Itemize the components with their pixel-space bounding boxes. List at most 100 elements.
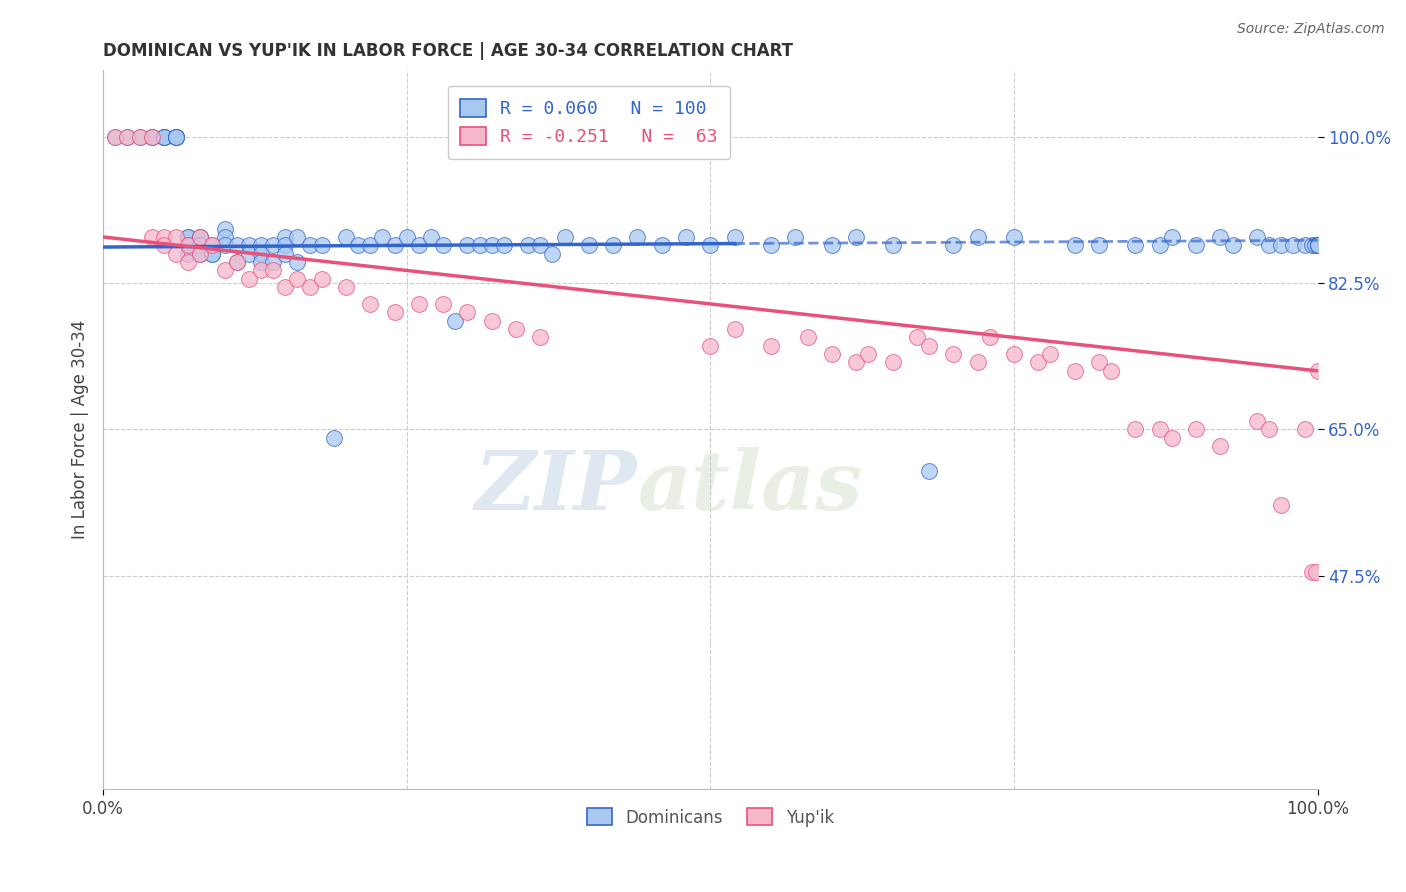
Point xyxy=(128,129,150,144)
Point xyxy=(699,339,721,353)
Point xyxy=(1002,347,1025,361)
Point xyxy=(759,238,782,252)
Point xyxy=(274,246,297,260)
Point xyxy=(141,129,163,144)
Text: Source: ZipAtlas.com: Source: ZipAtlas.com xyxy=(1237,22,1385,37)
Point xyxy=(165,129,187,144)
Point xyxy=(1306,238,1329,252)
Point xyxy=(262,238,284,252)
Point xyxy=(347,238,370,252)
Point xyxy=(1039,347,1062,361)
Point xyxy=(905,330,928,344)
Point xyxy=(1294,422,1316,436)
Point xyxy=(420,230,443,244)
Point xyxy=(201,246,224,260)
Point xyxy=(505,322,527,336)
Point xyxy=(201,238,224,252)
Point xyxy=(177,238,200,252)
Point xyxy=(188,246,211,260)
Point xyxy=(177,255,200,269)
Point xyxy=(1306,238,1329,252)
Point xyxy=(201,246,224,260)
Point xyxy=(250,255,273,269)
Point xyxy=(274,238,297,252)
Point xyxy=(1160,230,1182,244)
Point xyxy=(966,230,988,244)
Point xyxy=(188,230,211,244)
Point xyxy=(322,431,344,445)
Point xyxy=(1246,414,1268,428)
Point xyxy=(796,330,818,344)
Point xyxy=(1125,422,1147,436)
Point xyxy=(408,297,430,311)
Point xyxy=(141,129,163,144)
Point xyxy=(384,238,406,252)
Point xyxy=(104,129,127,144)
Point xyxy=(117,129,139,144)
Point xyxy=(1305,565,1327,579)
Point xyxy=(1306,238,1329,252)
Point xyxy=(214,221,236,235)
Point xyxy=(468,238,491,252)
Point xyxy=(1209,230,1232,244)
Point xyxy=(699,238,721,252)
Point xyxy=(529,238,551,252)
Point xyxy=(298,280,321,294)
Point xyxy=(165,129,187,144)
Point xyxy=(578,238,600,252)
Point xyxy=(153,238,176,252)
Point xyxy=(785,230,807,244)
Point xyxy=(432,297,454,311)
Point xyxy=(1301,238,1323,252)
Point xyxy=(1099,364,1122,378)
Point xyxy=(177,230,200,244)
Point xyxy=(1222,238,1244,252)
Point xyxy=(177,246,200,260)
Point xyxy=(104,129,127,144)
Point xyxy=(287,230,309,244)
Point xyxy=(395,230,418,244)
Point xyxy=(979,330,1001,344)
Legend: Dominicans, Yup'ik: Dominicans, Yup'ik xyxy=(578,800,842,835)
Point xyxy=(1125,238,1147,252)
Point xyxy=(675,230,697,244)
Point xyxy=(845,355,868,369)
Point xyxy=(335,230,357,244)
Point xyxy=(214,263,236,277)
Point xyxy=(225,255,247,269)
Point xyxy=(225,238,247,252)
Point xyxy=(918,339,941,353)
Point xyxy=(724,322,747,336)
Point xyxy=(845,230,868,244)
Point xyxy=(1088,355,1111,369)
Point xyxy=(1301,565,1323,579)
Point xyxy=(177,230,200,244)
Point xyxy=(1149,238,1171,252)
Point xyxy=(371,230,394,244)
Point xyxy=(444,313,467,327)
Point xyxy=(188,238,211,252)
Point xyxy=(165,129,187,144)
Point xyxy=(141,129,163,144)
Point xyxy=(942,347,965,361)
Point xyxy=(1246,230,1268,244)
Point xyxy=(214,230,236,244)
Point xyxy=(298,238,321,252)
Point xyxy=(165,129,187,144)
Point xyxy=(384,305,406,319)
Point xyxy=(942,238,965,252)
Point xyxy=(1306,364,1329,378)
Point xyxy=(1306,238,1329,252)
Point xyxy=(517,238,540,252)
Point xyxy=(1149,422,1171,436)
Point xyxy=(201,238,224,252)
Point xyxy=(481,313,503,327)
Point xyxy=(165,129,187,144)
Point xyxy=(966,355,988,369)
Point xyxy=(1063,238,1085,252)
Point xyxy=(250,263,273,277)
Point xyxy=(1306,238,1329,252)
Point xyxy=(1088,238,1111,252)
Point xyxy=(188,230,211,244)
Point xyxy=(858,347,880,361)
